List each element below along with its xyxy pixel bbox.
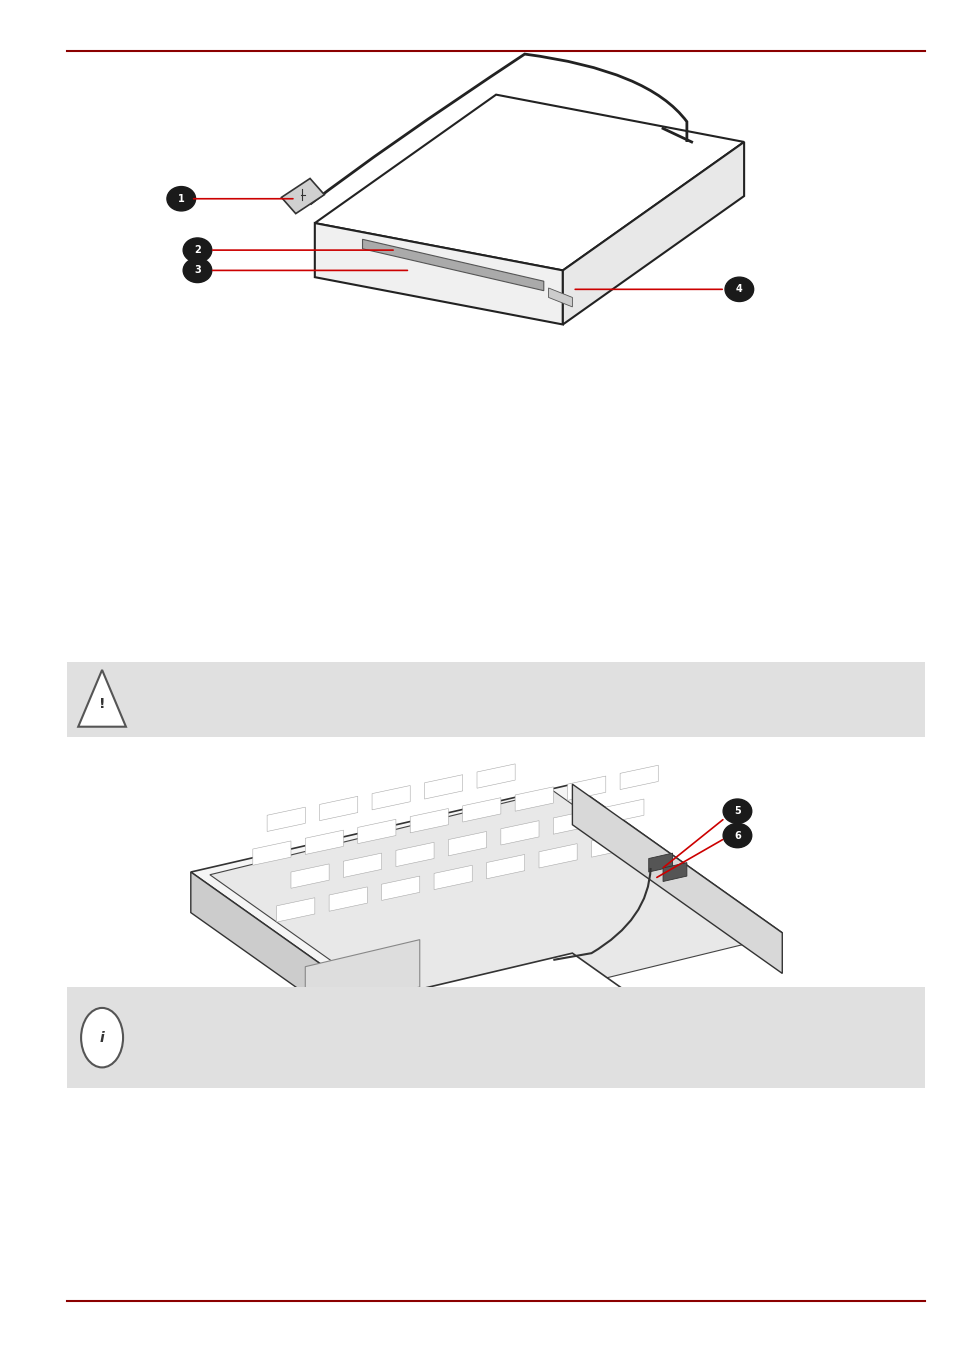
Polygon shape xyxy=(191,784,781,1021)
Polygon shape xyxy=(400,994,476,1075)
Polygon shape xyxy=(191,872,400,1061)
Text: !: ! xyxy=(99,696,105,711)
Polygon shape xyxy=(591,833,629,857)
Polygon shape xyxy=(395,842,434,867)
Ellipse shape xyxy=(722,823,751,848)
Polygon shape xyxy=(434,865,472,890)
Polygon shape xyxy=(78,669,126,727)
Polygon shape xyxy=(662,863,686,882)
Polygon shape xyxy=(605,799,643,823)
Polygon shape xyxy=(486,854,524,879)
Polygon shape xyxy=(562,142,743,324)
Ellipse shape xyxy=(724,277,753,301)
Text: 2: 2 xyxy=(193,245,201,256)
Text: 5: 5 xyxy=(733,806,740,817)
Text: i: i xyxy=(100,1030,104,1045)
Polygon shape xyxy=(381,876,419,900)
FancyBboxPatch shape xyxy=(67,662,924,737)
Ellipse shape xyxy=(167,187,195,211)
Polygon shape xyxy=(572,784,781,973)
Polygon shape xyxy=(448,831,486,856)
Polygon shape xyxy=(424,775,462,799)
Text: 4: 4 xyxy=(735,284,742,295)
Polygon shape xyxy=(400,953,648,1048)
FancyBboxPatch shape xyxy=(67,987,924,1088)
Polygon shape xyxy=(500,821,538,845)
Text: 3: 3 xyxy=(193,265,201,276)
Polygon shape xyxy=(314,95,743,270)
Polygon shape xyxy=(548,288,572,307)
Polygon shape xyxy=(567,776,605,800)
Polygon shape xyxy=(619,765,658,790)
Ellipse shape xyxy=(183,258,212,283)
Polygon shape xyxy=(253,841,291,865)
Polygon shape xyxy=(305,940,419,1014)
Polygon shape xyxy=(210,791,762,1023)
Polygon shape xyxy=(267,807,305,831)
Polygon shape xyxy=(476,764,515,788)
Ellipse shape xyxy=(722,799,751,823)
Text: 6: 6 xyxy=(733,830,740,841)
Polygon shape xyxy=(462,798,500,822)
Polygon shape xyxy=(291,864,329,888)
Polygon shape xyxy=(362,239,543,291)
Text: 1: 1 xyxy=(177,193,185,204)
Circle shape xyxy=(81,1007,123,1068)
Polygon shape xyxy=(314,223,562,324)
Polygon shape xyxy=(515,787,553,811)
Polygon shape xyxy=(648,853,672,872)
Polygon shape xyxy=(281,178,324,214)
Polygon shape xyxy=(372,786,410,810)
Polygon shape xyxy=(305,830,343,854)
Polygon shape xyxy=(553,810,591,834)
Polygon shape xyxy=(357,819,395,844)
Polygon shape xyxy=(410,808,448,833)
Ellipse shape xyxy=(183,238,212,262)
Polygon shape xyxy=(343,853,381,877)
Polygon shape xyxy=(319,796,357,821)
Polygon shape xyxy=(329,887,367,911)
Polygon shape xyxy=(538,844,577,868)
Polygon shape xyxy=(276,898,314,922)
